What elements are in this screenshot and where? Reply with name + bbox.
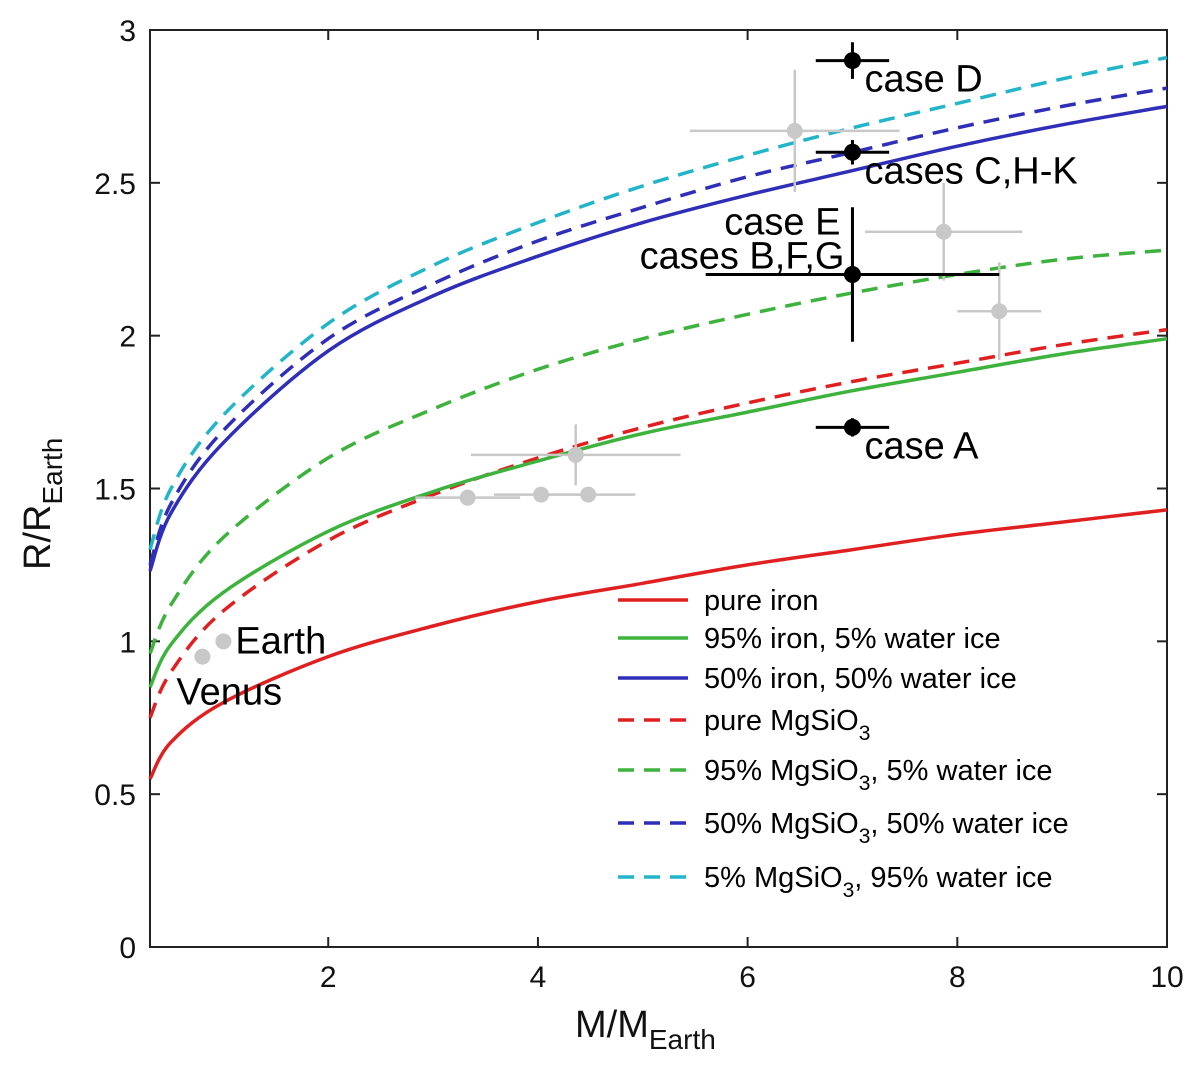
case-label: case E — [724, 202, 840, 244]
case-label: cases C,H-K — [864, 150, 1077, 192]
y-tick-label: 0.5 — [94, 779, 136, 812]
case-point — [843, 418, 861, 436]
x-tick-label: 2 — [320, 961, 337, 994]
legend-label: pure iron — [704, 585, 818, 617]
case-point — [843, 143, 861, 161]
case-label: case D — [864, 59, 982, 101]
series-line-pure-iron — [148, 508, 1168, 780]
y-tick-label: 2.5 — [94, 168, 136, 201]
series-line-50-iron-50-water-ice — [148, 104, 1168, 572]
x-tick-label: 6 — [739, 961, 756, 994]
earth-label: Earth — [235, 620, 326, 662]
case-label-2: cases B,F,G — [640, 236, 845, 278]
x-tick-label: 10 — [1150, 961, 1183, 994]
gray-point — [580, 486, 597, 503]
gray-point — [935, 223, 952, 240]
y-tick-label: 1 — [119, 626, 136, 659]
legend-label: 95% MgSiO3, 5% water ice — [704, 755, 1053, 795]
y-tick-label: 0 — [119, 932, 136, 965]
gray-point — [567, 446, 584, 463]
series-line-95-mgsio3-5-water-ice — [148, 248, 1168, 655]
legend: pure iron 95% iron, 5% water ice 50% iron,… — [618, 585, 1069, 902]
legend-label: 50% iron, 50% water ice — [704, 663, 1017, 695]
series-line-pure-mgsio3 — [148, 327, 1168, 719]
axis-ticks: 2 4 6 8 10 0 0.5 1 1.5 2 2.5 3 — [94, 15, 1183, 994]
y-tick-label: 3 — [119, 15, 136, 48]
y-axis-title: R/REarth — [17, 438, 68, 570]
plot-area — [149, 29, 1168, 948]
case-point — [843, 266, 861, 284]
series-line-50-mgsio3-50-water-ice — [148, 86, 1168, 566]
y-tick-label: 1.5 — [94, 474, 136, 507]
y-tick-label: 2 — [119, 321, 136, 354]
x-tick-label: 8 — [949, 961, 966, 994]
legend-label: pure MgSiO3 — [704, 705, 870, 745]
venus-label: Venus — [176, 672, 282, 714]
series-layer — [148, 55, 1168, 780]
gray-point — [215, 633, 232, 650]
gray-point — [194, 648, 211, 665]
case-point — [843, 52, 861, 70]
legend-label: 50% MgSiO3, 50% water ice — [704, 808, 1069, 848]
legend-label: 95% iron, 5% water ice — [704, 623, 1001, 655]
case-label: case A — [864, 425, 979, 467]
x-axis-title: M/MEarth — [575, 1004, 716, 1055]
legend-label: 5% MgSiO3, 95% water ice — [704, 862, 1053, 902]
gray-point — [991, 303, 1008, 320]
x-tick-label: 4 — [530, 961, 547, 994]
gray-point — [459, 489, 476, 506]
series-line-95-iron-5-water-ice — [148, 336, 1168, 688]
gray-point — [786, 122, 803, 139]
